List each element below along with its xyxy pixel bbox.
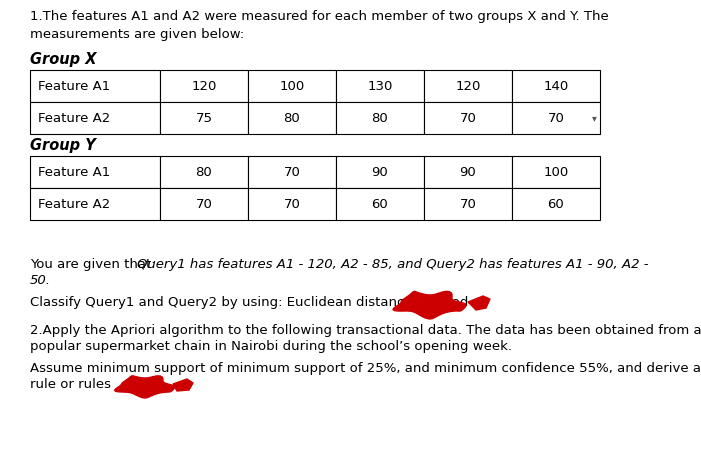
- Text: Feature A1: Feature A1: [38, 165, 110, 179]
- Text: 130: 130: [367, 79, 393, 93]
- Polygon shape: [393, 291, 466, 319]
- Text: Feature A2: Feature A2: [38, 197, 110, 211]
- Bar: [30, 70, 160, 102]
- Bar: [424, 156, 512, 188]
- Text: You are given that:: You are given that:: [30, 258, 160, 271]
- Text: 80: 80: [372, 111, 388, 125]
- Text: 100: 100: [280, 79, 305, 93]
- Bar: [336, 188, 424, 220]
- Text: 70: 70: [284, 165, 301, 179]
- Bar: [160, 156, 248, 188]
- Text: popular supermarket chain in Nairobi during the school’s opening week.: popular supermarket chain in Nairobi dur…: [30, 340, 512, 353]
- Text: Query1 has features A1 - 120, A2 - 85, and Query2 has features A1 - 90, A2 -: Query1 has features A1 - 120, A2 - 85, a…: [137, 258, 648, 271]
- Bar: [160, 188, 248, 220]
- Text: 80: 80: [284, 111, 300, 125]
- Text: 120: 120: [191, 79, 217, 93]
- Bar: [512, 188, 600, 220]
- Bar: [30, 156, 160, 188]
- Polygon shape: [115, 376, 175, 398]
- Bar: [160, 70, 248, 102]
- Bar: [160, 102, 248, 134]
- Bar: [248, 188, 336, 220]
- Text: Group Y: Group Y: [30, 138, 96, 153]
- Text: Classify Query1 and Query2 by using: Euclidean distance method: Classify Query1 and Query2 by using: Euc…: [30, 296, 468, 309]
- Text: 1.The features A1 and A2 were measured for each member of two groups X and Y. Th: 1.The features A1 and A2 were measured f…: [30, 10, 608, 23]
- Text: rule or rules: rule or rules: [30, 378, 111, 391]
- Text: 90: 90: [372, 165, 388, 179]
- Text: 70: 70: [460, 197, 477, 211]
- Bar: [512, 102, 600, 134]
- Text: ▾: ▾: [592, 113, 597, 123]
- Bar: [512, 156, 600, 188]
- Text: 75: 75: [196, 111, 212, 125]
- Text: 50.: 50.: [30, 274, 51, 287]
- Text: 70: 70: [196, 197, 212, 211]
- Text: Group X: Group X: [30, 52, 97, 67]
- Bar: [336, 102, 424, 134]
- Bar: [424, 188, 512, 220]
- Polygon shape: [468, 296, 490, 310]
- Text: 90: 90: [460, 165, 477, 179]
- Text: Assume minimum support of minimum support of 25%, and minimum confidence 55%, an: Assume minimum support of minimum suppor…: [30, 362, 701, 375]
- Text: Feature A1: Feature A1: [38, 79, 110, 93]
- Text: 70: 70: [284, 197, 301, 211]
- Text: 80: 80: [196, 165, 212, 179]
- Text: 2.Apply the Apriori algorithm to the following transactional data. The data has : 2.Apply the Apriori algorithm to the fol…: [30, 324, 701, 337]
- Bar: [512, 70, 600, 102]
- Text: 60: 60: [547, 197, 564, 211]
- Bar: [424, 102, 512, 134]
- Text: 70: 70: [460, 111, 477, 125]
- Bar: [248, 156, 336, 188]
- Text: 140: 140: [543, 79, 569, 93]
- Polygon shape: [173, 379, 193, 391]
- Text: measurements are given below:: measurements are given below:: [30, 28, 244, 41]
- Bar: [248, 102, 336, 134]
- Text: 100: 100: [543, 165, 569, 179]
- Text: Feature A2: Feature A2: [38, 111, 110, 125]
- Bar: [336, 156, 424, 188]
- Text: 120: 120: [456, 79, 481, 93]
- Text: 70: 70: [547, 111, 564, 125]
- Bar: [248, 70, 336, 102]
- Text: 60: 60: [372, 197, 388, 211]
- Bar: [424, 70, 512, 102]
- Bar: [336, 70, 424, 102]
- Bar: [30, 188, 160, 220]
- Bar: [30, 102, 160, 134]
